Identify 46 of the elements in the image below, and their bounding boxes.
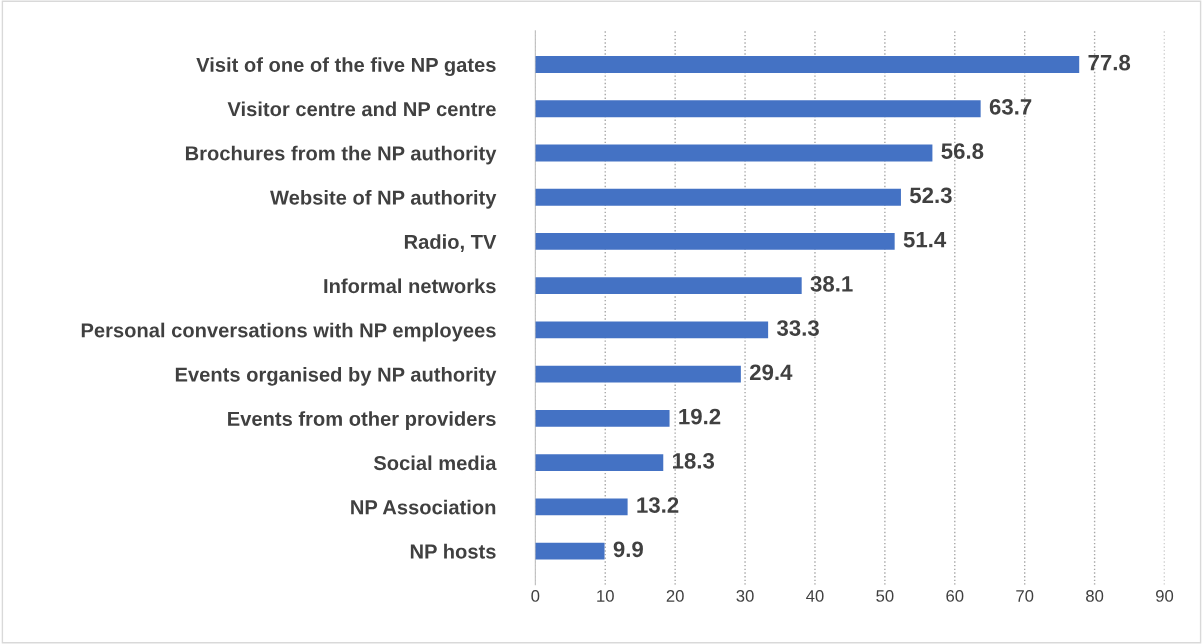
bar [535,498,628,516]
data-label: 33.3 [776,320,819,336]
data-label: 29.4 [749,364,793,381]
data-label: 9.9 [613,541,643,558]
data-label: 77.8 [1088,54,1131,71]
data-label: 63.7 [989,98,1032,115]
bar [535,454,664,472]
x-tick-label: 30 [736,590,754,602]
bar [535,365,741,383]
y-tick-label: Visit of one of the five NP gates [196,57,496,77]
data-label: 51.4 [903,231,947,248]
x-tick-label: 40 [806,590,824,602]
data-label: 18.3 [673,452,715,469]
y-tick-label: Website of NP authority [270,189,497,209]
bar [535,321,769,339]
y-tick-label: Personal conversations with NP employees [81,322,496,342]
x-tick-label: 20 [666,590,684,602]
x-tick-label: 90 [1156,590,1174,602]
data-label: 38.1 [810,275,853,292]
bar [535,542,605,560]
bar [535,277,802,295]
y-tick-label: Events from other providers [228,411,496,430]
bar [535,233,895,250]
y-tick-label: Visitor centre and NP centre [227,101,496,117]
x-tick-label: 10 [597,590,614,602]
bar [535,188,901,206]
data-label: 56.8 [941,143,984,159]
x-tick-label: 0 [531,590,540,602]
data-label: 19.2 [679,408,721,425]
x-tick-label: 70 [1016,590,1034,602]
x-tick-label: 80 [1086,590,1104,602]
bar [535,410,670,427]
bar [535,100,981,118]
x-tick-label: 60 [946,590,964,602]
y-tick-label: Brochures from the NP authority [185,145,497,165]
y-tick-label: NP Association [351,499,496,515]
y-tick-label: Social media [373,455,497,471]
data-label: 52.3 [909,187,952,204]
bar [535,144,933,162]
y-tick-label: Informal networks [324,278,496,294]
y-tick-label: Events organised by NP authority [175,366,497,386]
y-tick-label: Radio, TV [404,234,497,252]
bar [535,56,1080,73]
y-tick-label: NP hosts [410,543,496,559]
x-tick-label: 50 [876,590,894,602]
data-label: 13.2 [637,497,679,513]
